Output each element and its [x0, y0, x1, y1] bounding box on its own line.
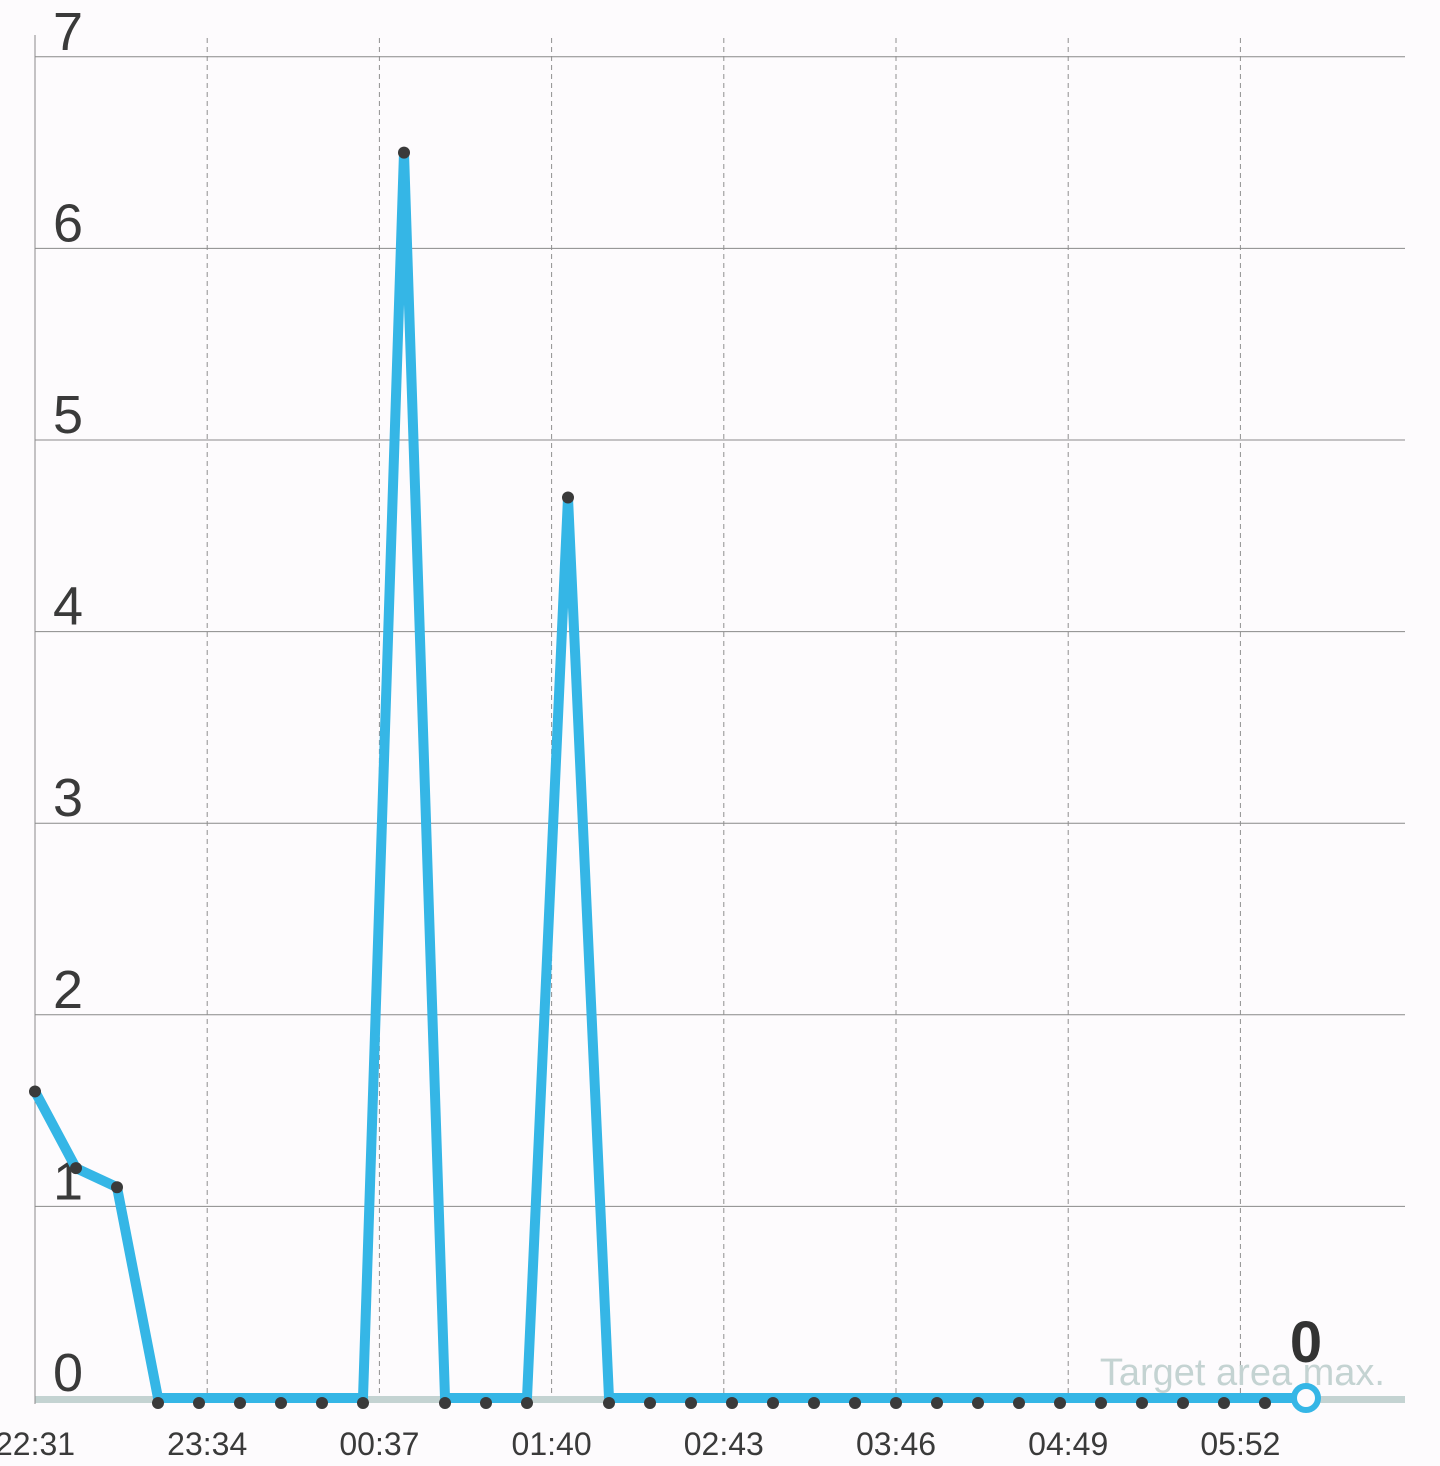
y-tick-label: 2	[53, 960, 83, 1020]
data-point	[357, 1397, 369, 1409]
data-point	[726, 1397, 738, 1409]
data-point	[1013, 1397, 1025, 1409]
data-point	[193, 1397, 205, 1409]
x-tick-label: 02:43	[684, 1426, 764, 1462]
y-tick-label: 3	[53, 768, 83, 828]
data-point	[849, 1397, 861, 1409]
horizontal-gridlines	[35, 56, 1405, 1399]
data-point	[1259, 1397, 1271, 1409]
data-point	[644, 1397, 656, 1409]
vertical-gridlines	[206, 38, 1241, 1400]
last-value-label: 0	[1290, 1310, 1322, 1375]
x-tick-label: 01:40	[512, 1426, 592, 1462]
x-tick-label: 22:31	[0, 1426, 75, 1462]
data-point	[70, 1162, 82, 1175]
y-tick-label: 6	[53, 193, 83, 253]
data-point	[398, 146, 410, 159]
data-point	[603, 1397, 615, 1409]
data-point	[1054, 1397, 1066, 1409]
data-point	[931, 1397, 943, 1409]
data-point	[767, 1397, 779, 1409]
data-point	[275, 1397, 287, 1409]
data-point	[234, 1397, 246, 1409]
data-point	[521, 1397, 533, 1409]
data-point	[1095, 1397, 1107, 1409]
data-point	[1177, 1397, 1189, 1409]
y-tick-label: 4	[53, 577, 83, 637]
last-point-marker	[1291, 1383, 1321, 1413]
data-point	[1218, 1397, 1230, 1409]
y-tick-label: 7	[53, 2, 83, 62]
data-point	[685, 1397, 697, 1409]
x-axis-ticks: 22:31 23:34 00:37 01:40 02:43 03:46 04:49 05:52	[0, 1426, 1280, 1462]
data-point	[111, 1181, 123, 1194]
y-tick-label: 5	[53, 385, 83, 445]
data-point	[152, 1397, 164, 1409]
data-point	[808, 1397, 820, 1409]
data-point	[439, 1397, 451, 1409]
x-tick-label: 04:49	[1028, 1426, 1108, 1462]
x-tick-label: 23:34	[167, 1426, 247, 1462]
x-tick-label: 03:46	[856, 1426, 936, 1462]
y-tick-label: 0	[53, 1343, 83, 1403]
data-point	[890, 1397, 902, 1409]
data-point	[972, 1397, 984, 1409]
series-line	[30, 147, 1311, 1403]
data-point	[562, 491, 574, 504]
data-point	[29, 1085, 41, 1098]
x-tick-label: 05:52	[1200, 1426, 1280, 1462]
data-points	[29, 146, 1311, 1409]
data-point	[480, 1397, 492, 1409]
target-area-label: Target area max.	[1100, 1352, 1385, 1394]
data-point	[1136, 1397, 1148, 1409]
x-tick-label: 00:37	[339, 1426, 419, 1462]
data-point	[316, 1397, 328, 1409]
